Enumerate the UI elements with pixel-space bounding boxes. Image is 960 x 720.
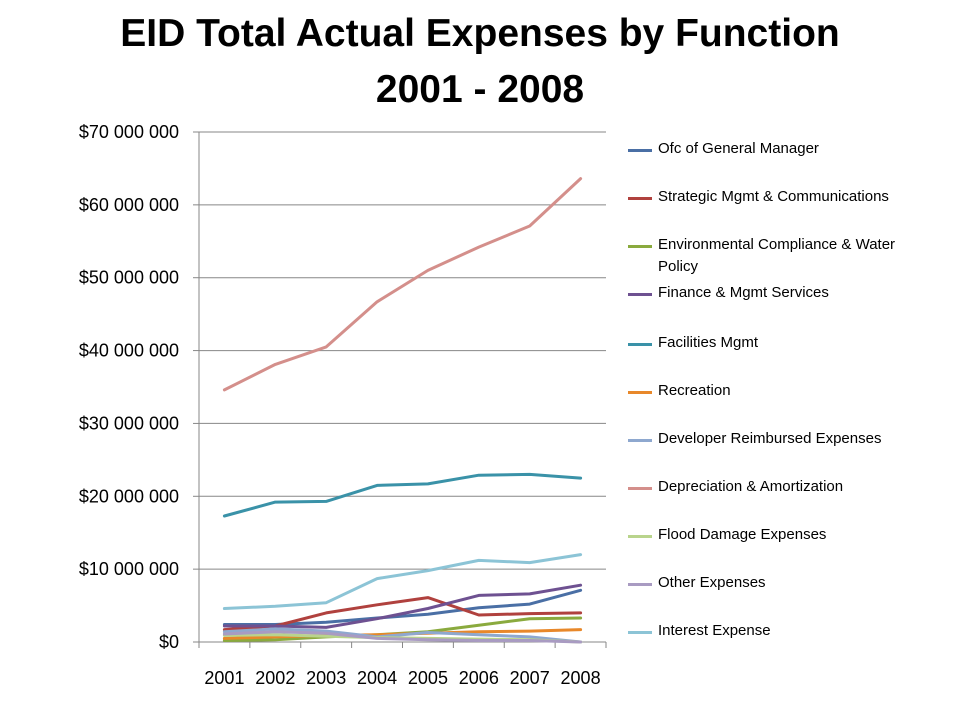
legend-item-3: Finance & Mgmt Services <box>628 282 938 304</box>
legend-label-1: Strategic Mgmt & Communications <box>658 188 889 205</box>
legend-swatch-4 <box>628 343 652 346</box>
legend-label-0: Ofc of General Manager <box>658 140 819 157</box>
y-tick-label-2: $20 000 000 <box>79 486 179 506</box>
series-line-10 <box>222 553 583 610</box>
y-tick-label-7: $70 000 000 <box>79 122 179 142</box>
legend-item-10: Interest Expense <box>628 620 938 642</box>
legend-swatch-1 <box>628 197 652 200</box>
legend-label-2: Environmental Compliance & Water Policy <box>658 236 896 275</box>
x-tick-label-0: 2001 <box>204 668 244 688</box>
legend-item-8: Flood Damage Expenses <box>628 524 938 546</box>
legend-label-5: Recreation <box>658 382 731 399</box>
chart-title-line-1: EID Total Actual Expenses by Function <box>120 12 840 55</box>
legend-item-1: Strategic Mgmt & Communications <box>628 186 938 208</box>
x-tick-label-3: 2004 <box>357 668 397 688</box>
legend-label-7: Depreciation & Amortization <box>658 478 844 495</box>
y-tick-label-3: $30 000 000 <box>79 413 179 433</box>
legend-swatch-0 <box>628 149 652 152</box>
y-tick-label-1: $10 000 000 <box>79 559 179 579</box>
legend-swatch-7 <box>628 487 652 490</box>
legend-item-2: Environmental Compliance & Water Policy <box>628 234 938 278</box>
y-tick-label-0: $0 <box>159 632 179 652</box>
legend-label-9: Other Expenses <box>658 574 766 591</box>
x-tick-label-6: 2007 <box>510 668 550 688</box>
x-tick-label-2: 2003 <box>306 668 346 688</box>
legend-label-6: Developer Reimbursed Expenses <box>658 430 882 447</box>
chart-title: EID Total Actual Expenses by Function 20… <box>0 6 960 118</box>
x-tick-label-4: 2005 <box>408 668 448 688</box>
legend-label-8: Flood Damage Expenses <box>658 526 827 543</box>
series-line-7 <box>222 177 583 392</box>
legend-swatch-3 <box>628 293 652 296</box>
series-line-6 <box>222 627 583 644</box>
x-tick-label-1: 2002 <box>255 668 295 688</box>
legend-swatch-8 <box>628 535 652 538</box>
legend-item-4: Facilities Mgmt <box>628 332 938 354</box>
legend-item-0: Ofc of General Manager <box>628 138 938 160</box>
legend-item-5: Recreation <box>628 380 938 402</box>
series-line-3 <box>222 583 583 629</box>
series-line-9 <box>222 630 583 644</box>
legend-swatch-6 <box>628 439 652 442</box>
legend-swatch-9 <box>628 583 652 586</box>
y-tick-label-5: $50 000 000 <box>79 268 179 288</box>
legend-swatch-2 <box>628 245 652 248</box>
y-tick-label-4: $40 000 000 <box>79 341 179 361</box>
chart-title-line-2: 2001 - 2008 <box>375 68 585 111</box>
series-line-4 <box>222 472 583 518</box>
series-line-1 <box>222 596 583 632</box>
legend-label-10: Interest Expense <box>658 622 771 639</box>
legend-swatch-5 <box>628 391 652 394</box>
legend-item-7: Depreciation & Amortization <box>628 476 938 498</box>
x-tick-label-5: 2006 <box>459 668 499 688</box>
legend-item-9: Other Expenses <box>628 572 938 594</box>
legend-item-6: Developer Reimbursed Expenses <box>628 428 938 450</box>
legend-label-3: Finance & Mgmt Services <box>658 284 829 301</box>
y-tick-label-6: $60 000 000 <box>79 195 179 215</box>
x-tick-label-7: 2008 <box>561 668 601 688</box>
legend-label-4: Facilities Mgmt <box>658 334 759 351</box>
legend-swatch-10 <box>628 631 652 634</box>
